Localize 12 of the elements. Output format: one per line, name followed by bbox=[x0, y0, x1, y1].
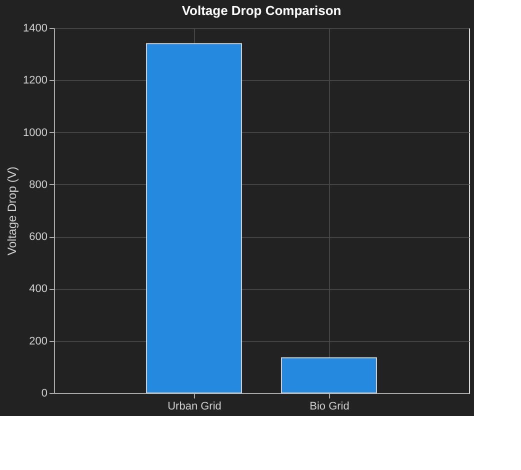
y-tick-label: 1200 bbox=[23, 74, 48, 87]
y-axis-title: Voltage Drop (V) bbox=[5, 166, 20, 256]
y-tick-label: 600 bbox=[29, 231, 48, 244]
chart-title: Voltage Drop Comparison bbox=[182, 3, 342, 18]
y-tick-label: 400 bbox=[29, 283, 48, 296]
y-tick-label: 1400 bbox=[23, 22, 48, 34]
x-tick-label: Bio Grid bbox=[310, 400, 350, 412]
y-tick-label: 0 bbox=[41, 388, 48, 400]
y-tick-label: 200 bbox=[29, 335, 48, 348]
y-tick-label: 1000 bbox=[23, 126, 48, 139]
y-tick-label: 800 bbox=[29, 178, 48, 191]
x-tick-label: Urban Grid bbox=[168, 400, 222, 412]
